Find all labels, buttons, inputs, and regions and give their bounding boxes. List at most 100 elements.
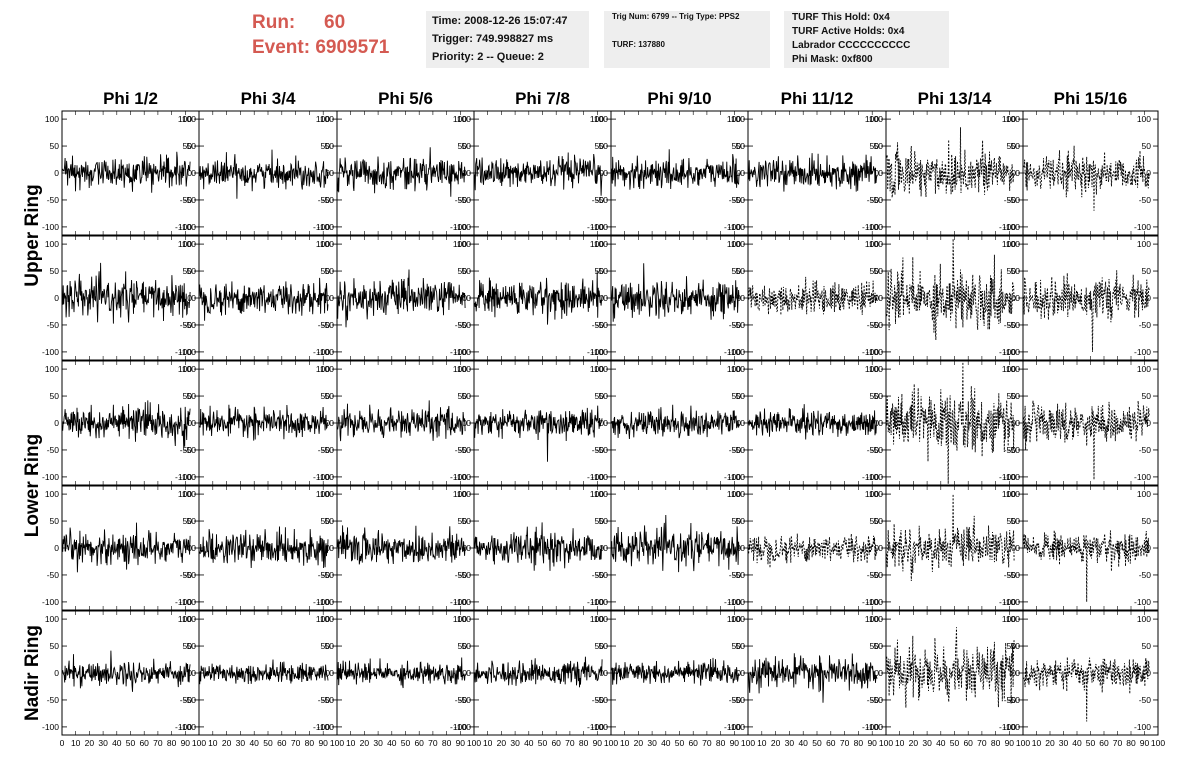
y-tick-label: 100 [731, 364, 745, 374]
y-tick-label: 50 [870, 141, 880, 151]
y-tick-label: 100 [865, 489, 879, 499]
x-tick-label: 20 [1045, 738, 1055, 748]
turf-hold-text: TURF This Hold: 0x4 [792, 12, 890, 23]
y-tick-label: 100 [594, 614, 608, 624]
y-tick-label: -100 [454, 597, 471, 607]
y-tick-label: -50 [318, 695, 331, 705]
y-tick-label: -50 [455, 195, 468, 205]
y-tick-label: 50 [595, 516, 605, 526]
waveform-trace [337, 147, 466, 197]
y-tick-label: -100 [728, 347, 745, 357]
x-tick-label: 90 [730, 738, 740, 748]
y-tick-label: -50 [1139, 570, 1152, 580]
y-tick-label: -100 [591, 222, 608, 232]
y-tick-label: 100 [869, 364, 883, 374]
y-tick-label: -100 [179, 472, 196, 482]
y-tick-label: 0 [874, 168, 879, 178]
y-tick-label: -100 [313, 222, 330, 232]
x-tick-label: 90 [593, 738, 603, 748]
column-header-phi: Phi 3/4 [241, 89, 296, 108]
y-tick-label: 100 [731, 489, 745, 499]
y-tick-label: 50 [874, 266, 884, 276]
y-tick-label: -50 [47, 445, 60, 455]
y-tick-label: 0 [878, 543, 883, 553]
y-tick-label: 100 [45, 114, 59, 124]
y-tick-label: -100 [591, 347, 608, 357]
y-tick-label: 50 [732, 266, 742, 276]
y-tick-label: -100 [728, 722, 745, 732]
y-tick-label: -100 [866, 722, 883, 732]
y-tick-label: -100 [317, 222, 334, 232]
y-tick-label: 100 [1137, 489, 1151, 499]
y-tick-label: -100 [1134, 347, 1151, 357]
column-header-phi: Phi 13/14 [918, 89, 992, 108]
waveform-trace [199, 526, 329, 569]
y-tick-label: -50 [1004, 570, 1017, 580]
y-tick-label: 0 [466, 543, 471, 553]
y-tick-label: -100 [1003, 597, 1020, 607]
waveform-trace [748, 404, 878, 440]
x-tick-label: 40 [936, 738, 946, 748]
y-tick-label: -100 [866, 347, 883, 357]
y-tick-label: 50 [183, 141, 193, 151]
y-tick-label: -100 [179, 722, 196, 732]
row-label-ring: Lower Ring [22, 434, 43, 537]
y-tick-label: -50 [596, 695, 609, 705]
y-tick-label: -100 [450, 597, 467, 607]
y-tick-label: 100 [457, 489, 471, 499]
y-tick-label: 50 [1011, 391, 1021, 401]
x-tick-label: 100 [879, 738, 893, 748]
waveform-trace [886, 238, 1015, 341]
y-tick-label: 50 [462, 266, 472, 276]
y-tick-label: 50 [1142, 641, 1152, 651]
y-tick-label: -50 [47, 695, 60, 705]
x-tick-label: 0 [60, 738, 65, 748]
y-tick-label: -50 [318, 195, 331, 205]
y-tick-label: 0 [187, 168, 192, 178]
y-tick-label: 100 [457, 239, 471, 249]
y-tick-label: -50 [729, 320, 742, 330]
y-tick-label: -100 [999, 597, 1016, 607]
y-tick-label: 0 [1015, 168, 1020, 178]
y-tick-label: -100 [1134, 722, 1151, 732]
y-tick-label: -50 [184, 195, 197, 205]
y-tick-label: 100 [1006, 489, 1020, 499]
y-tick-label: 0 [1015, 418, 1020, 428]
y-tick-label: 50 [187, 266, 197, 276]
priority-text: Priority: 2 -- Queue: 2 [432, 51, 544, 63]
y-tick-label: -50 [1004, 320, 1017, 330]
x-tick-label: 10 [620, 738, 630, 748]
y-tick-label: 50 [50, 641, 60, 651]
y-tick-label: 0 [1011, 293, 1016, 303]
y-tick-label: 0 [1011, 168, 1016, 178]
y-tick-label: 50 [1007, 266, 1017, 276]
x-tick-label: 50 [950, 738, 960, 748]
waveform-trace [611, 404, 740, 440]
waveform-trace [611, 149, 740, 190]
y-tick-label: 100 [320, 489, 334, 499]
y-tick-label: -50 [733, 195, 746, 205]
x-tick-label: 60 [551, 738, 561, 748]
y-tick-label: 0 [736, 668, 741, 678]
y-tick-label: 0 [878, 293, 883, 303]
y-tick-label: -50 [867, 445, 880, 455]
x-tick-label: 90 [867, 738, 877, 748]
y-tick-label: -50 [459, 445, 472, 455]
y-tick-label: 50 [595, 266, 605, 276]
y-tick-label: 100 [316, 114, 330, 124]
y-tick-label: -50 [318, 320, 331, 330]
y-tick-label: -50 [455, 320, 468, 330]
y-tick-label: -100 [317, 722, 334, 732]
y-tick-label: -50 [871, 570, 884, 580]
y-tick-label: 100 [869, 614, 883, 624]
y-tick-label: -50 [184, 570, 197, 580]
y-tick-label: 50 [321, 391, 331, 401]
y-tick-label: 0 [54, 168, 59, 178]
waveform-trace [886, 127, 1015, 198]
y-tick-label: 50 [183, 641, 193, 651]
y-tick-label: -100 [179, 347, 196, 357]
waveform-trace [886, 494, 1015, 582]
y-tick-label: 100 [869, 489, 883, 499]
y-tick-label: 50 [599, 516, 609, 526]
y-tick-label: -100 [862, 347, 879, 357]
